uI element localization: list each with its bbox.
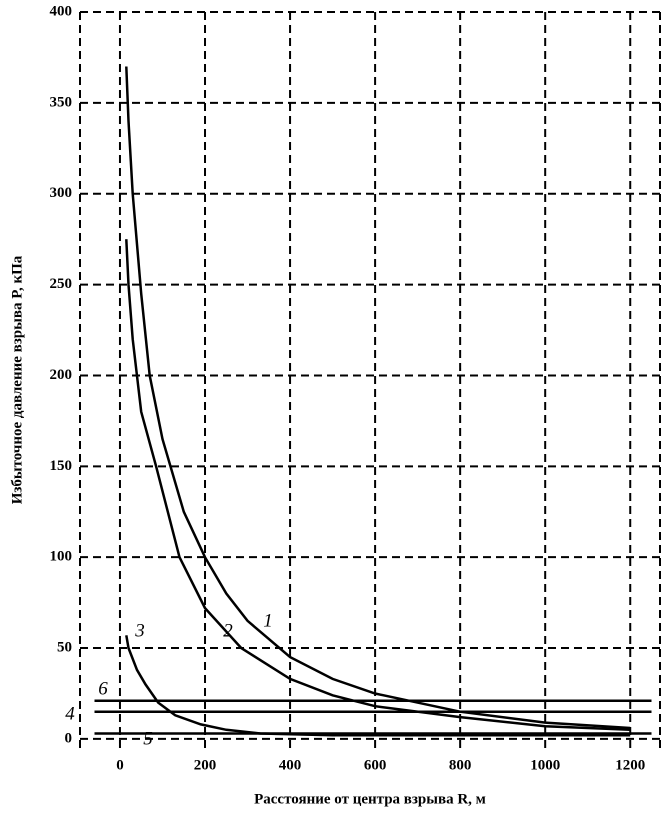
series-label: 4 (65, 703, 75, 724)
series-label: 1 (263, 610, 273, 631)
x-tick-label: 800 (449, 757, 472, 773)
x-tick-label: 0 (116, 757, 124, 773)
y-tick-label: 250 (50, 276, 73, 292)
series-label: 2 (223, 620, 233, 641)
series-line (125, 635, 631, 737)
y-tick-label: 150 (50, 458, 73, 474)
y-tick-label: 100 (50, 549, 73, 565)
x-tick-label: 1000 (530, 757, 560, 773)
series-label: 5 (143, 728, 153, 749)
y-tick-label: 350 (50, 94, 73, 110)
y-tick-label: 200 (50, 367, 73, 383)
series-line (125, 239, 631, 732)
y-tick-label: 50 (57, 639, 72, 655)
series-label: 6 (98, 678, 108, 699)
y-tick-label: 400 (50, 3, 73, 19)
y-tick-label: 0 (65, 730, 73, 746)
series-line (125, 66, 631, 730)
x-tick-label: 200 (194, 757, 217, 773)
x-tick-label: 400 (279, 757, 302, 773)
y-axis-title: Избыточное давление взрыва P, кПа (9, 255, 25, 504)
y-tick-label: 300 (50, 185, 73, 201)
x-axis-title: Расстояние от центра взрыва R, м (254, 791, 486, 807)
x-tick-label: 600 (364, 757, 387, 773)
series-label: 3 (134, 620, 145, 641)
x-tick-label: 1200 (615, 757, 645, 773)
